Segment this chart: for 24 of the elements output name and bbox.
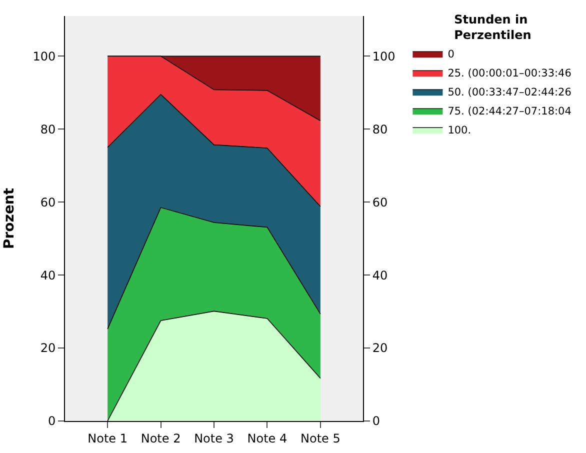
y-tick-label: 40 — [40, 268, 56, 282]
y2-tick-label: 40 — [372, 268, 388, 282]
y2-tick-label: 60 — [372, 195, 388, 210]
y2-tick-label: 100 — [372, 49, 396, 64]
y-tick-label: 60 — [40, 195, 56, 210]
y2-tick-label: 0 — [372, 414, 380, 428]
x-tick-label: Note 1 — [88, 431, 128, 446]
legend-label: 25. (00:00:01–00:33:46 — [448, 68, 572, 80]
y2-tick-label: 20 — [372, 341, 388, 356]
y-tick-label: 0 — [48, 414, 56, 428]
x-tick-label: Note 4 — [247, 431, 288, 446]
legend-label: 50. (00:33:47–02:44:26 — [448, 86, 572, 99]
legend-label: 0 — [448, 48, 454, 61]
x-tick-label: Note 2 — [140, 431, 181, 446]
y2-tick-label: 80 — [372, 122, 388, 136]
y-tick-label: 20 — [40, 341, 56, 356]
y-axis-title: Prozent — [1, 188, 18, 250]
y-tick-label: 80 — [40, 122, 56, 136]
legend-label: 100. — [448, 124, 472, 137]
y-tick-label: 100 — [32, 49, 56, 64]
legend-label: 75. (02:44:27–07:18:04 — [448, 106, 572, 118]
legend-title: Stunden in Perzentilen — [454, 12, 532, 42]
x-tick-label: Note 3 — [194, 431, 234, 446]
x-tick-label: Note 5 — [300, 431, 340, 446]
